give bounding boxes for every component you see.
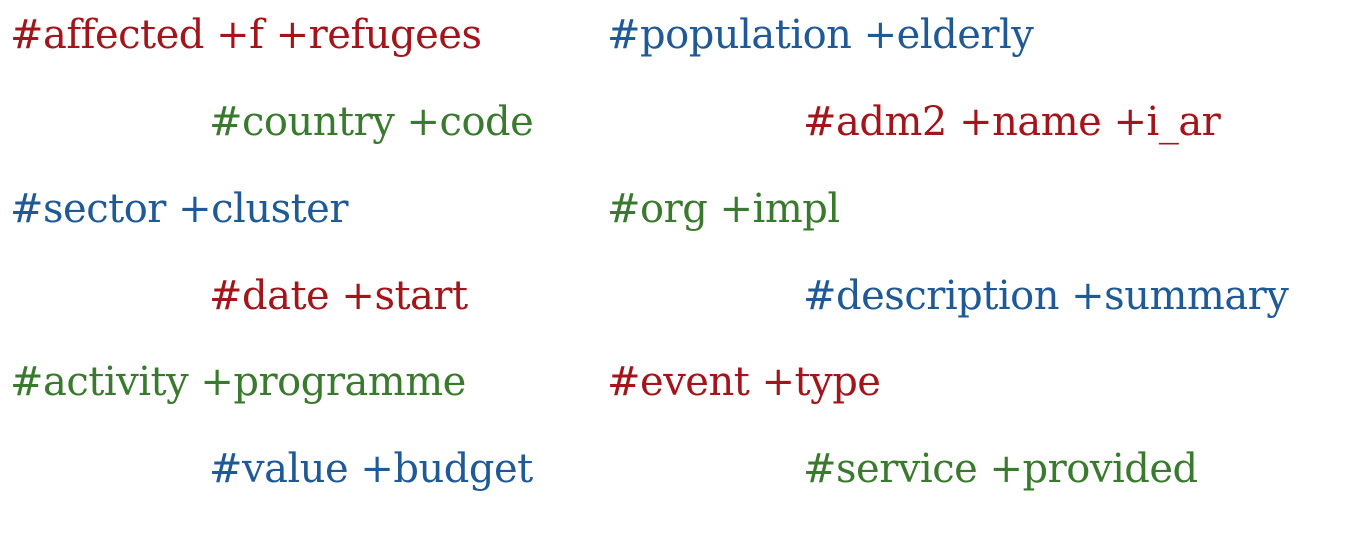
tag-service-provided: #service +provided [803,446,1198,492]
tag-affected-refugees: #affected +f +refugees [10,12,482,58]
tag-date-start: #date +start [209,273,468,319]
tag-description-summary: #description +summary [803,273,1289,319]
tag-event-type: #event +type [607,359,881,405]
tag-value-budget: #value +budget [209,446,533,492]
tag-activity-programme: #activity +programme [10,359,466,405]
tag-org-impl: #org +impl [607,186,840,232]
tag-population-elderly: #population +elderly [607,12,1034,58]
tag-country-code: #country +code [209,99,534,145]
tag-sector-cluster: #sector +cluster [10,186,348,232]
tag-adm2-name: #adm2 +name +i_ar [803,99,1221,145]
